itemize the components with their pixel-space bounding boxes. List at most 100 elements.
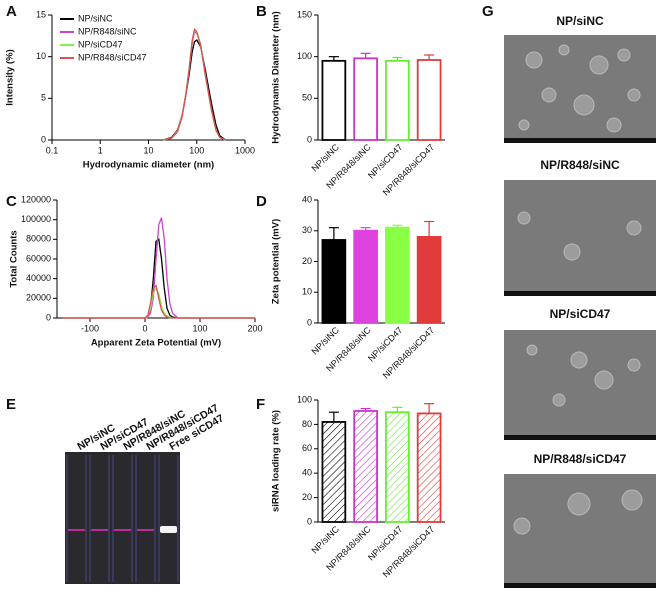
particle: [594, 370, 614, 390]
x-tick-label: 10: [143, 145, 153, 155]
panel-label: D: [256, 193, 267, 210]
y-tick-label: 20: [302, 256, 312, 266]
panel-label: A: [6, 3, 17, 20]
scale-strip: [504, 435, 656, 440]
series-line: [162, 39, 227, 141]
particle: [526, 344, 538, 356]
legend-label: NP/siNC: [78, 13, 113, 23]
particle: [552, 393, 566, 407]
series-line: [62, 287, 255, 319]
bar: [416, 412, 442, 523]
bar: [416, 59, 442, 141]
bar: [353, 57, 378, 141]
y-tick-label: 40000: [26, 273, 51, 283]
y-tick-label: 20: [302, 492, 312, 502]
particle: [567, 492, 591, 516]
image-title: NP/siNC: [556, 14, 604, 28]
gel-band: [68, 529, 85, 531]
sem-image: [504, 330, 656, 440]
y-tick-label: 40: [302, 468, 312, 478]
y-tick-label: 50: [302, 93, 312, 103]
y-axis-label: Hydrodynamis Diameter (nm): [271, 11, 282, 144]
bar: [353, 410, 378, 523]
bar: [321, 239, 347, 324]
y-tick-label: 0: [307, 516, 312, 526]
panel-label: F: [256, 396, 265, 413]
y-tick-label: 100000: [21, 214, 51, 224]
y-axis-label: Zeta potential (mV): [271, 219, 282, 305]
particle: [541, 87, 557, 103]
bar: [416, 235, 442, 324]
series-line: [62, 284, 255, 319]
series-line: [62, 217, 255, 319]
series-line: [162, 27, 227, 141]
x-tick-label: NP/siNC: [309, 325, 341, 357]
y-tick-label: 150: [297, 9, 312, 19]
scale-strip: [504, 583, 656, 588]
scale-strip: [504, 291, 656, 296]
y-tick-label: 40: [302, 194, 312, 204]
series-line: [62, 238, 255, 319]
gel-band: [91, 529, 108, 531]
particle: [606, 117, 622, 133]
particle: [627, 88, 641, 102]
particle: [573, 94, 595, 116]
particle: [517, 211, 531, 225]
x-axis-label: Apparent Zeta Potential (mV): [91, 338, 221, 349]
x-tick-label: 1: [98, 145, 103, 155]
image-title: NP/R848/siNC: [540, 158, 620, 172]
x-tick-label: NP/siNC: [309, 524, 341, 556]
series-line: [162, 28, 227, 141]
y-tick-label: 0: [41, 134, 46, 144]
x-axis-label: Hydrodynamic diameter (nm): [83, 160, 214, 171]
particle: [518, 119, 530, 131]
panel-label: C: [6, 193, 17, 210]
x-tick-label: 0: [142, 323, 147, 333]
panel-label: B: [256, 3, 267, 20]
y-tick-label: 0: [307, 317, 312, 327]
y-tick-label: 20000: [26, 293, 51, 303]
bar: [353, 229, 378, 324]
particle: [626, 220, 642, 236]
x-tick-label: 0.1: [46, 145, 59, 155]
y-tick-label: 60000: [26, 253, 51, 263]
image-title: NP/R848/siCD47: [534, 452, 627, 466]
bar: [321, 59, 347, 141]
legend-label: NP/R848/siCD47: [78, 52, 147, 62]
y-axis-label: siRNA loading rate (%): [271, 410, 282, 512]
y-axis-label: Intensity (%): [5, 49, 16, 105]
particle: [589, 55, 609, 75]
y-tick-label: 10: [302, 287, 312, 297]
gel-band: [114, 529, 131, 531]
panel-label: E: [6, 396, 16, 413]
y-tick-label: 80000: [26, 234, 51, 244]
y-tick-label: 60: [302, 443, 312, 453]
particle: [563, 243, 581, 261]
y-tick-label: 100: [297, 51, 312, 61]
panel-label: G: [482, 3, 494, 20]
y-tick-label: 30: [302, 225, 312, 235]
particle: [513, 517, 531, 535]
particle: [570, 351, 588, 369]
bar: [321, 421, 347, 523]
particle: [627, 358, 641, 372]
x-tick-label: NP/siNC: [309, 142, 341, 174]
x-tick-label: 200: [247, 323, 262, 333]
particle: [525, 51, 543, 69]
y-tick-label: 0: [46, 312, 51, 322]
y-tick-label: 15: [36, 9, 46, 19]
particle: [617, 48, 631, 62]
y-tick-label: 5: [41, 93, 46, 103]
y-tick-label: 0: [307, 134, 312, 144]
y-tick-label: 120000: [21, 194, 51, 204]
legend-label: NP/siCD47: [78, 39, 123, 49]
y-tick-label: 10: [36, 51, 46, 61]
image-title: NP/siCD47: [550, 307, 611, 321]
particle: [621, 489, 643, 511]
x-tick-label: -100: [81, 323, 99, 333]
x-tick-label: 1000: [235, 145, 255, 155]
x-tick-label: 100: [189, 145, 204, 155]
y-axis-label: Total Counts: [9, 230, 20, 287]
bar: [385, 226, 410, 324]
